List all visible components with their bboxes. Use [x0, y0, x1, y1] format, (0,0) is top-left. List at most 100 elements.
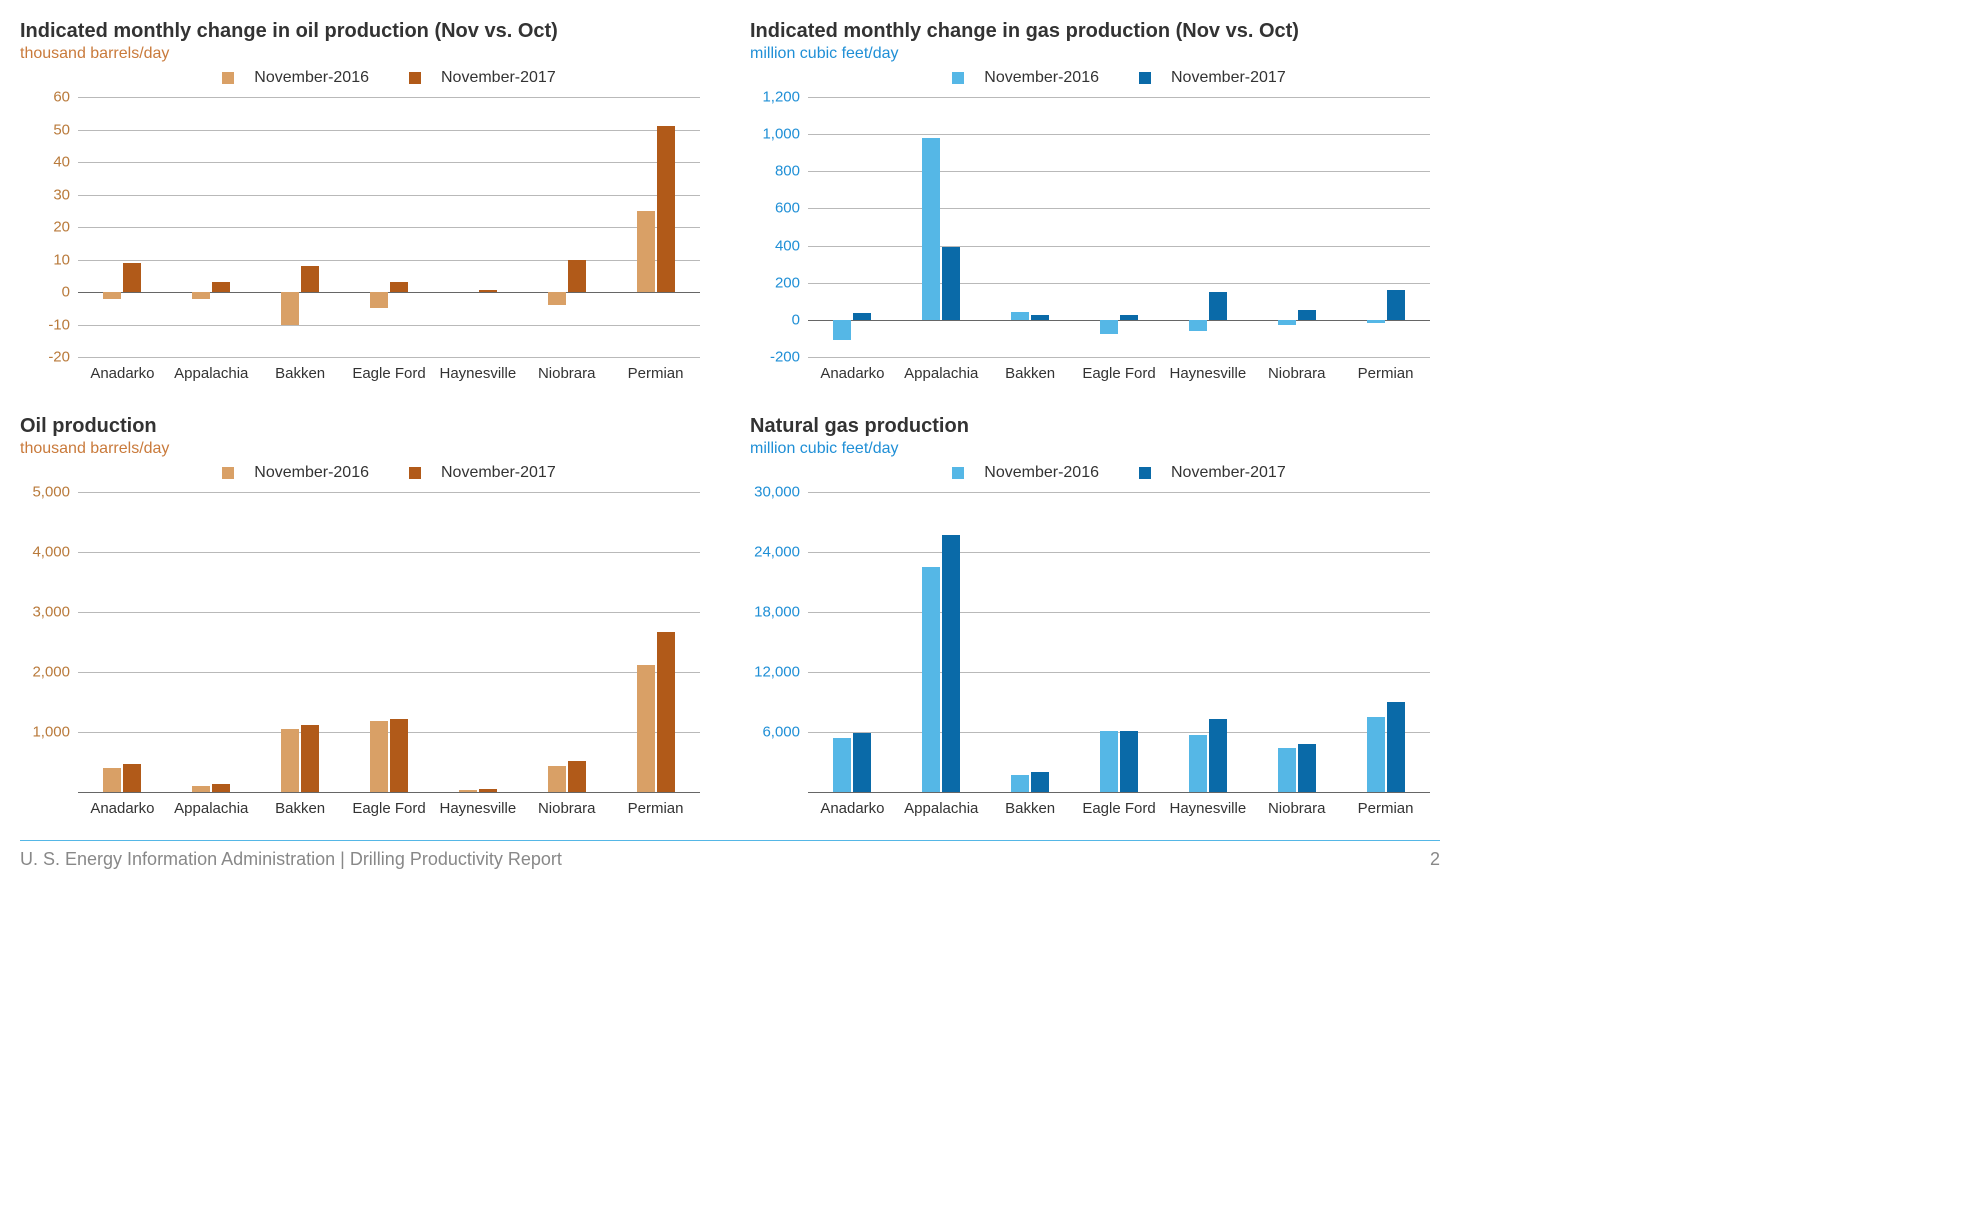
- x-tick-label: Eagle Ford: [1075, 365, 1164, 382]
- footer-page-number: 2: [1430, 849, 1440, 870]
- bar: [637, 211, 655, 292]
- bars-layer: [808, 97, 1430, 357]
- y-tick-label: 2,000: [20, 664, 70, 681]
- x-tick-label: Permian: [1341, 365, 1430, 382]
- legend-label: November-2017: [1171, 464, 1286, 482]
- legend-swatch: [409, 467, 421, 479]
- chart-subtitle: million cubic feet/day: [750, 45, 1440, 63]
- legend-item: November-2016: [942, 69, 1109, 87]
- bar: [548, 766, 566, 792]
- y-tick-label: 24,000: [750, 544, 800, 561]
- bar: [192, 292, 210, 299]
- x-tick-label: Bakken: [256, 800, 345, 817]
- chart-oil-prod: Oil productionthousand barrels/dayNovemb…: [20, 415, 710, 820]
- bar: [212, 784, 230, 792]
- legend-label: November-2017: [1171, 69, 1286, 87]
- x-tick-label: Permian: [1341, 800, 1430, 817]
- bar: [942, 535, 960, 792]
- y-tick-label: -200: [750, 349, 800, 366]
- footer-source: U. S. Energy Information Administration …: [20, 849, 562, 870]
- bar: [657, 126, 675, 292]
- legend-item: November-2016: [212, 464, 379, 482]
- legend-swatch: [222, 72, 234, 84]
- x-tick-label: Appalachia: [167, 800, 256, 817]
- bar: [922, 138, 940, 320]
- bar: [1100, 320, 1118, 334]
- x-tick-label: Niobrara: [522, 800, 611, 817]
- bar: [103, 292, 121, 299]
- y-tick-label: 10: [20, 251, 70, 268]
- y-tick-label: 5,000: [20, 484, 70, 501]
- legend-swatch: [222, 467, 234, 479]
- plot-region: [808, 492, 1430, 792]
- y-tick-label: 1,200: [750, 89, 800, 106]
- x-tick-label: Haynesville: [433, 365, 522, 382]
- chart-title: Natural gas production: [750, 415, 1440, 438]
- x-tick-label: Appalachia: [897, 365, 986, 382]
- bar: [1031, 772, 1049, 792]
- y-tick-label: 800: [750, 163, 800, 180]
- bar: [1189, 735, 1207, 792]
- x-tick-label: Anadarko: [808, 365, 897, 382]
- bar: [390, 282, 408, 292]
- plot-region: [808, 97, 1430, 357]
- legend-swatch: [952, 467, 964, 479]
- y-axis-labels: -20-100102030405060: [20, 97, 70, 357]
- bar: [657, 632, 675, 792]
- x-tick-label: Anadarko: [78, 800, 167, 817]
- bar: [853, 313, 871, 320]
- bar: [370, 721, 388, 792]
- y-tick-label: 12,000: [750, 664, 800, 681]
- bar: [281, 292, 299, 325]
- bar: [1011, 775, 1029, 793]
- bars-layer: [78, 97, 700, 357]
- bar: [123, 764, 141, 792]
- y-tick-label: 0: [20, 284, 70, 301]
- legend-label: November-2016: [984, 464, 1099, 482]
- legend-item: November-2017: [1129, 464, 1296, 482]
- legend-label: November-2016: [254, 69, 369, 87]
- chart-subtitle: million cubic feet/day: [750, 440, 1440, 458]
- chart-title: Indicated monthly change in gas producti…: [750, 20, 1440, 43]
- y-tick-label: 4,000: [20, 544, 70, 561]
- y-tick-label: 18,000: [750, 604, 800, 621]
- x-tick-label: Appalachia: [897, 800, 986, 817]
- legend-label: November-2017: [441, 464, 556, 482]
- x-tick-label: Haynesville: [1163, 365, 1252, 382]
- y-tick-label: 30: [20, 186, 70, 203]
- bar: [1367, 320, 1385, 323]
- x-tick-label: Bakken: [986, 800, 1075, 817]
- bar: [1031, 315, 1049, 320]
- y-tick-label: 1,000: [20, 724, 70, 741]
- x-tick-label: Niobrara: [522, 365, 611, 382]
- y-tick-label: 200: [750, 274, 800, 291]
- bar: [1011, 312, 1029, 320]
- chart-area: November-2016November-20171,0002,0003,00…: [20, 464, 700, 820]
- bar: [1387, 290, 1405, 320]
- legend: November-2016 November-2017: [808, 464, 1430, 482]
- bar: [301, 725, 319, 792]
- x-tick-label: Niobrara: [1252, 800, 1341, 817]
- legend-item: November-2016: [942, 464, 1109, 482]
- legend-swatch: [409, 72, 421, 84]
- bar: [479, 789, 497, 792]
- bar: [1189, 320, 1207, 331]
- y-tick-label: 6,000: [750, 724, 800, 741]
- bar: [1387, 702, 1405, 792]
- bar: [922, 567, 940, 792]
- bar: [548, 292, 566, 305]
- y-tick-label: 600: [750, 200, 800, 217]
- chart-subtitle: thousand barrels/day: [20, 45, 710, 63]
- y-tick-label: 400: [750, 237, 800, 254]
- bar: [833, 738, 851, 792]
- y-tick-label: -10: [20, 316, 70, 333]
- chart-gas-change: Indicated monthly change in gas producti…: [750, 20, 1440, 385]
- bar: [942, 247, 960, 320]
- x-tick-label: Haynesville: [433, 800, 522, 817]
- x-tick-label: Permian: [611, 800, 700, 817]
- legend-swatch: [1139, 72, 1151, 84]
- x-tick-label: Eagle Ford: [345, 800, 434, 817]
- y-axis-labels: 1,0002,0003,0004,0005,000: [20, 492, 70, 792]
- bar: [103, 768, 121, 792]
- x-tick-label: Bakken: [986, 365, 1075, 382]
